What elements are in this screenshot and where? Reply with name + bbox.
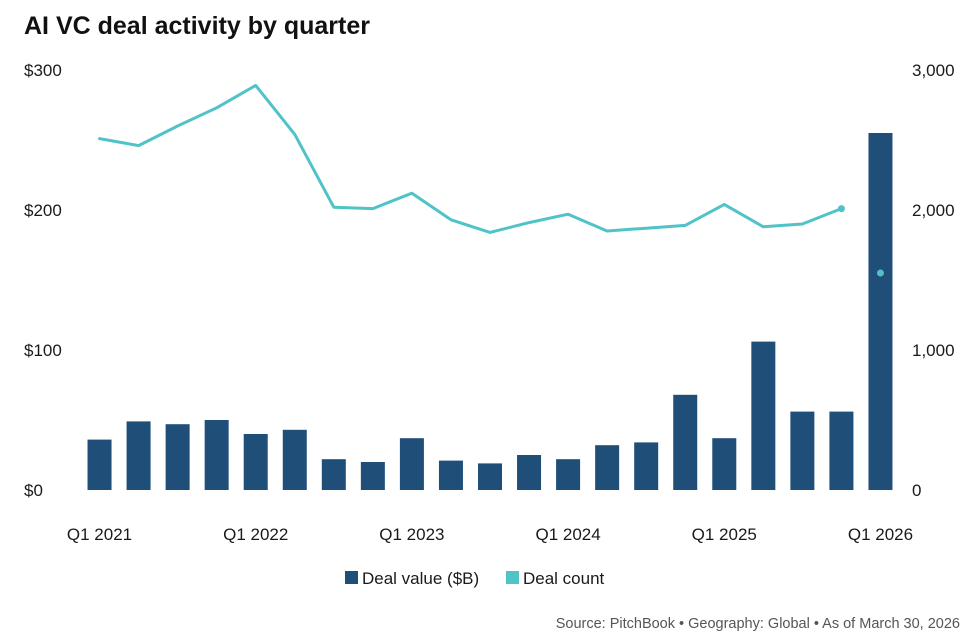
y-left-tick-label: $0 [24, 481, 43, 500]
chart-title: AI VC deal activity by quarter [24, 12, 370, 40]
bar [126, 421, 151, 490]
legend-swatch-deal-value [345, 571, 358, 584]
bar [751, 341, 776, 490]
y-right-tick-label: 3,000 [912, 61, 955, 80]
bar [87, 439, 112, 490]
y-left-tick-label: $300 [24, 61, 62, 80]
y-right-tick-label: 0 [912, 481, 921, 500]
bar [360, 462, 385, 490]
deal-count-point [876, 269, 884, 277]
x-tick-label: Q1 2022 [223, 525, 288, 544]
bar [712, 438, 737, 490]
source-note: Source: PitchBook • Geography: Global • … [556, 616, 960, 632]
bar [321, 459, 346, 490]
bar [517, 455, 542, 490]
line-series [98, 83, 884, 277]
x-axis: Q1 2021 Q1 2022 Q1 2023 Q1 2024 Q1 2025 Q1 20… [67, 525, 913, 544]
bar [243, 434, 268, 490]
y-axis-right: 0 1,000 2,000 3,000 [912, 61, 955, 500]
bar [556, 459, 581, 490]
bar [829, 411, 854, 490]
bar [282, 429, 307, 490]
bar [673, 394, 698, 490]
legend: Deal value ($B) Deal count [345, 569, 605, 588]
legend-label-deal-count: Deal count [523, 569, 605, 588]
y-left-tick-label: $100 [24, 341, 62, 360]
deal-count-point [837, 205, 845, 213]
legend-swatch-deal-count [506, 571, 519, 584]
x-tick-label: Q1 2021 [67, 525, 132, 544]
x-tick-label: Q1 2024 [535, 525, 600, 544]
x-tick-label: Q1 2026 [848, 525, 913, 544]
y-right-tick-label: 1,000 [912, 341, 955, 360]
y-left-tick-label: $200 [24, 201, 62, 220]
x-tick-label: Q1 2023 [379, 525, 444, 544]
y-right-tick-label: 2,000 [912, 201, 955, 220]
bar [438, 460, 463, 490]
bar [204, 420, 229, 490]
bar-series [87, 133, 893, 490]
bar [478, 463, 502, 490]
bar [634, 442, 659, 490]
legend-label-deal-value: Deal value ($B) [362, 569, 479, 588]
bar [399, 438, 424, 490]
x-tick-label: Q1 2025 [692, 525, 757, 544]
bar [790, 411, 815, 490]
bar [868, 133, 893, 490]
bar [165, 424, 190, 490]
deal-count-line [98, 83, 843, 234]
bar [595, 445, 620, 490]
y-axis-left: $0 $100 $200 $300 [24, 61, 62, 500]
